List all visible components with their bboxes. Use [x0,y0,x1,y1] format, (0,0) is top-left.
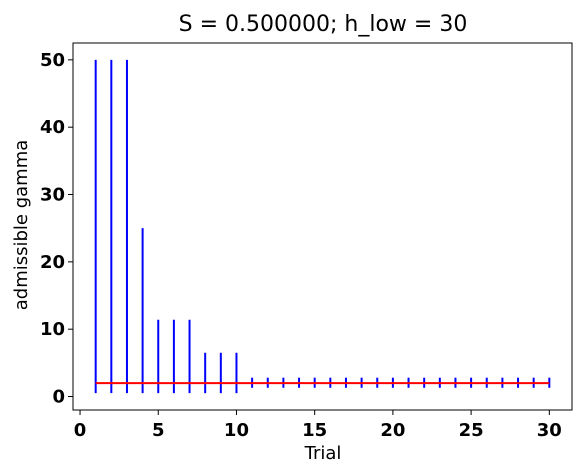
y-tick-label: 20 [40,252,65,273]
y-tick-label: 0 [52,387,65,408]
y-tick-label: 40 [40,117,65,138]
chart-title: S = 0.500000; h_low = 30 [179,12,468,37]
x-axis-label: Trial [304,443,342,464]
x-tick-label: 15 [302,420,327,441]
y-tick-label: 50 [40,50,65,71]
plot-area: 0 5 10 15 20 25 30 0 10 20 30 40 50 [40,42,573,441]
x-tick-label: 25 [459,420,484,441]
x-tick-label: 10 [224,420,249,441]
plot-frame [72,42,573,411]
x-tick-label: 30 [537,420,562,441]
y-tick-label: 10 [40,319,65,340]
x-tick-label: 0 [74,420,87,441]
x-tick-label: 5 [152,420,165,441]
y-tick-label: 30 [40,185,65,206]
y-axis-label: admissible gamma [11,140,32,311]
x-tick-label: 20 [380,420,405,441]
